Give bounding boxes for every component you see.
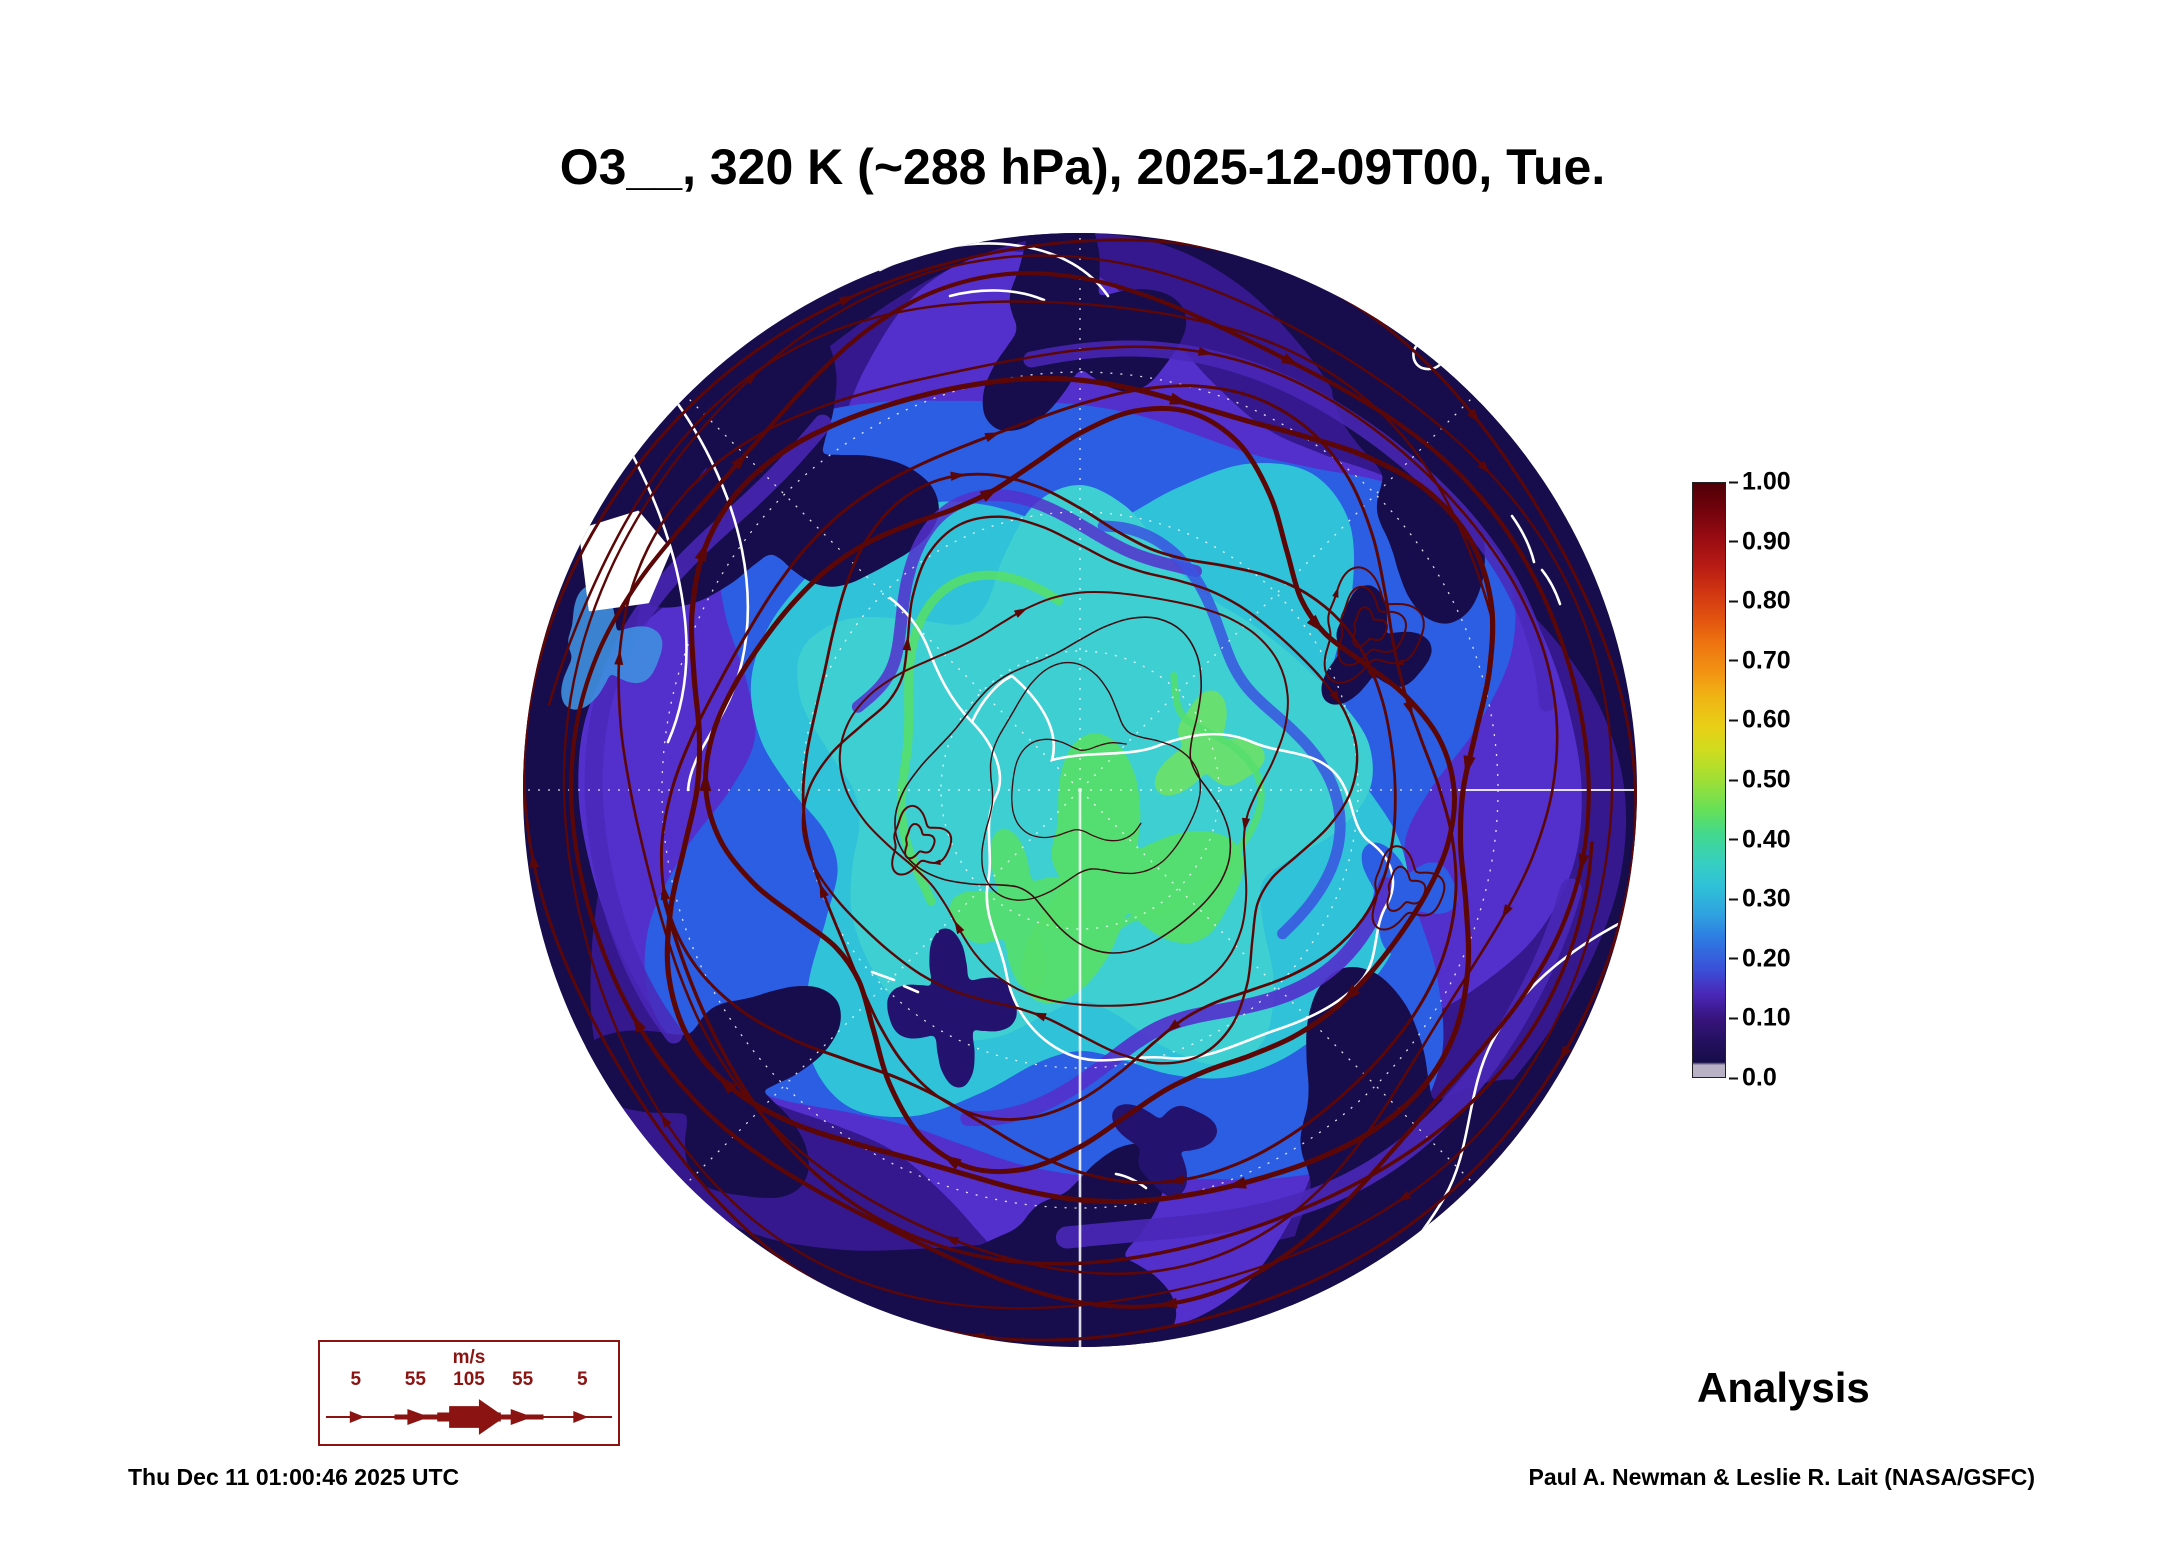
colorbar-tick-label: 0.10	[1742, 1003, 1791, 1032]
small-arrow-icon	[573, 1411, 589, 1423]
island-coastline	[870, 970, 1148, 1190]
medium-arrow-icon	[407, 1409, 430, 1425]
medium-arrow-icon	[510, 1409, 533, 1425]
wind-speed-legend: m/s 5 55 105 55 5	[318, 1340, 620, 1446]
credit-line: Paul A. Newman & Leslie R. Lait (NASA/GS…	[1528, 1464, 2035, 1490]
south-america-coastline	[658, 378, 750, 792]
australia-south-coastline	[948, 289, 1046, 302]
wind-tick-label: 55	[512, 1369, 534, 1390]
colorbar-tick-label: 0.50	[1742, 765, 1791, 794]
small-arrow-icon	[349, 1411, 365, 1423]
wind-tick-label: 55	[404, 1369, 426, 1390]
analysis-label: Analysis	[1697, 1364, 1870, 1411]
colorbar-tick-label: 0.90	[1742, 527, 1791, 556]
colorbar-gradient	[1692, 482, 1726, 1078]
new-zealand-coastline	[1510, 514, 1562, 606]
wind-streamlines-layer	[523, 238, 1637, 1342]
colorbar: 1.00 0.90 0.80 0.70 0.60 0.50 0.40 0.30 …	[1692, 468, 1852, 1092]
generated-timestamp: Thu Dec 11 01:00:46 2025 UTC	[128, 1464, 460, 1490]
colorbar-labels: 1.00 0.90 0.80 0.70 0.60 0.50 0.40 0.30 …	[1726, 468, 1846, 1092]
large-arrow-icon	[449, 1399, 505, 1435]
colorbar-tick-label: 0.40	[1742, 825, 1791, 854]
antarctica-coastline	[970, 674, 1395, 1062]
wind-scale-arrow	[325, 1399, 613, 1435]
colorbar-tick-label: 0.80	[1742, 586, 1791, 615]
figure-title: O3__, 320 K (~288 hPa), 2025-12-09T00, T…	[559, 139, 1606, 195]
colorbar-tick-label: 0.0	[1742, 1063, 1777, 1092]
wind-tick-label: 105	[453, 1369, 485, 1390]
polar-map	[523, 233, 1637, 1347]
colorbar-tick-label: 0.70	[1742, 646, 1791, 675]
wind-tick-label: 5	[350, 1369, 362, 1390]
colorbar-tick-label: 0.30	[1742, 884, 1791, 913]
graticule	[523, 233, 1637, 1347]
antarctic-peninsula-coastline	[888, 596, 974, 724]
wind-tick-labels: 5 55 105 55 5	[320, 1369, 618, 1391]
wind-tick-label: 5	[576, 1369, 588, 1390]
south-america-west-coastline	[610, 418, 688, 744]
wind-unit-label: m/s	[452, 1347, 486, 1368]
colorbar-tick-label: 0.60	[1742, 705, 1791, 734]
colorbar-tick-label: 1.00	[1742, 467, 1791, 496]
colorbar-tick-label: 0.20	[1742, 944, 1791, 973]
